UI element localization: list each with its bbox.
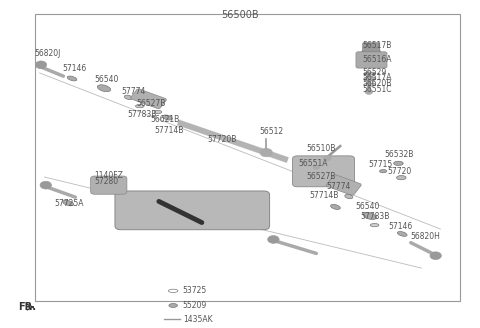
Text: 56529: 56529 (363, 68, 387, 77)
Circle shape (430, 252, 442, 260)
Text: 57783B: 57783B (360, 212, 390, 221)
Text: 57774: 57774 (121, 87, 146, 96)
Ellipse shape (67, 76, 77, 81)
Text: 56500B: 56500B (221, 10, 259, 20)
Text: 56620B: 56620B (363, 79, 392, 88)
Circle shape (365, 89, 372, 94)
Text: 56532B: 56532B (384, 151, 413, 159)
Ellipse shape (154, 110, 162, 113)
Text: 57146: 57146 (62, 64, 87, 72)
Text: 56621B: 56621B (150, 115, 180, 124)
Text: 57774: 57774 (326, 182, 350, 191)
Circle shape (268, 236, 279, 243)
Text: 56540: 56540 (95, 75, 119, 84)
Text: 57725A: 57725A (54, 199, 84, 208)
Text: 57714B: 57714B (154, 126, 183, 135)
Text: 56820J: 56820J (35, 49, 61, 58)
Ellipse shape (63, 200, 74, 206)
Text: 55209: 55209 (183, 301, 207, 310)
FancyBboxPatch shape (356, 52, 387, 68)
Ellipse shape (361, 48, 381, 59)
Ellipse shape (97, 85, 110, 92)
Ellipse shape (163, 115, 172, 120)
Text: 1435AK: 1435AK (183, 315, 212, 324)
FancyBboxPatch shape (115, 191, 270, 230)
Text: 57783B: 57783B (128, 111, 157, 119)
Circle shape (313, 165, 320, 170)
Text: 56517B: 56517B (363, 41, 392, 50)
Text: 57715: 57715 (369, 160, 393, 169)
Ellipse shape (169, 303, 178, 307)
FancyBboxPatch shape (91, 176, 127, 194)
Ellipse shape (345, 194, 353, 199)
Text: 56527B: 56527B (136, 99, 166, 108)
Text: 57146: 57146 (388, 222, 412, 231)
Ellipse shape (364, 72, 376, 75)
FancyBboxPatch shape (326, 175, 361, 195)
FancyBboxPatch shape (131, 89, 167, 109)
Text: 56517A: 56517A (363, 73, 392, 82)
Ellipse shape (370, 223, 379, 227)
Text: 57720B: 57720B (207, 135, 237, 144)
Text: 56510B: 56510B (307, 144, 336, 153)
Text: 53725: 53725 (183, 286, 207, 295)
Ellipse shape (331, 204, 340, 210)
Text: 57720: 57720 (387, 167, 411, 176)
Text: 57280: 57280 (95, 177, 119, 186)
Ellipse shape (364, 83, 376, 86)
Ellipse shape (397, 232, 407, 236)
Text: 56527B: 56527B (307, 172, 336, 181)
Circle shape (35, 61, 47, 69)
Text: 57714B: 57714B (309, 191, 338, 200)
Circle shape (260, 148, 273, 157)
Ellipse shape (396, 175, 406, 180)
Ellipse shape (363, 213, 376, 219)
Ellipse shape (168, 289, 178, 293)
Text: 56820H: 56820H (411, 232, 441, 241)
Text: 56512: 56512 (259, 127, 283, 136)
Circle shape (324, 155, 331, 161)
Text: 56551A: 56551A (299, 159, 328, 169)
Circle shape (40, 181, 51, 189)
Text: 56540: 56540 (356, 202, 380, 212)
Ellipse shape (394, 161, 403, 165)
Ellipse shape (380, 170, 387, 173)
Ellipse shape (364, 76, 376, 81)
Ellipse shape (135, 105, 144, 108)
FancyBboxPatch shape (363, 43, 380, 52)
FancyBboxPatch shape (292, 156, 355, 187)
Text: 1140FZ: 1140FZ (95, 171, 123, 180)
Text: 56516A: 56516A (363, 55, 392, 64)
Text: FR.: FR. (18, 302, 36, 312)
Ellipse shape (124, 95, 132, 99)
Text: 56551C: 56551C (363, 85, 392, 94)
Ellipse shape (103, 181, 108, 183)
